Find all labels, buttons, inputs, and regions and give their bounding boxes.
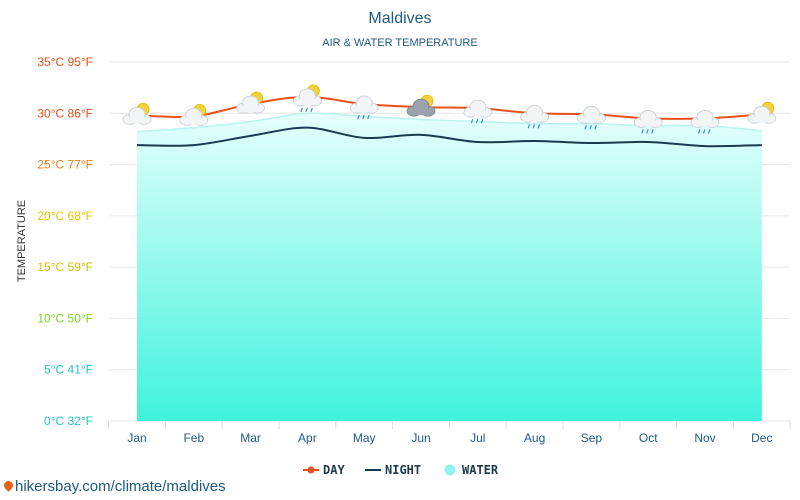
source-text: hikersbay.com/climate/maldives <box>15 478 226 495</box>
y-tick-label: 20°C 68°F <box>37 209 93 223</box>
x-tick-label: Feb <box>183 431 204 445</box>
rain-cloud-icon <box>690 110 720 134</box>
y-tick-label: 0°C 32°F <box>44 414 93 428</box>
legend-label: DAY <box>323 463 345 477</box>
y-axis-label: TEMPERATURE <box>16 200 28 282</box>
x-tick-label: Mar <box>240 431 261 445</box>
x-tick-label: Oct <box>639 431 658 445</box>
y-tick-label: 15°C 59°F <box>37 260 93 274</box>
legend-marker <box>307 466 315 474</box>
night-line <box>136 126 762 148</box>
legend-label: WATER <box>462 463 499 477</box>
sun-cloud-icon <box>179 103 209 126</box>
chart-subtitle: AIR & WATER TEMPERATURE <box>322 37 477 49</box>
sun-rain-cloud-icon <box>292 84 322 113</box>
rain-cloud-icon <box>349 95 379 120</box>
x-tick-label: Jun <box>411 431 430 445</box>
y-tick-label: 30°C 86°F <box>37 106 93 120</box>
day-line <box>136 95 762 120</box>
y-tick-label: 5°C 41°F <box>44 363 93 377</box>
x-tick-label: Sep <box>581 431 603 445</box>
source-link[interactable]: hikersbay.com/climate/maldives <box>2 478 226 495</box>
x-tick-label: Nov <box>694 431 715 445</box>
chart-title: Maldives <box>368 10 431 27</box>
rain-cloud-icon <box>520 104 549 129</box>
sun-cloud-icon <box>747 101 777 124</box>
x-tick-label: Jul <box>470 431 485 445</box>
rain-cloud-icon <box>463 99 493 124</box>
x-tick-label: May <box>353 431 376 445</box>
water-area <box>137 113 762 421</box>
legend-item-night[interactable]: NIGHT <box>365 463 421 477</box>
sun-cloud-icon <box>236 91 266 114</box>
rain-cloud-icon <box>577 105 606 130</box>
y-tick-label: 10°C 50°F <box>37 311 93 325</box>
x-tick-label: Aug <box>524 431 545 445</box>
x-tick-label: Jan <box>127 431 146 445</box>
legend: DAY NIGHT WATER <box>303 463 499 477</box>
rain-cloud-icon <box>633 110 663 134</box>
legend-swatch <box>444 464 456 476</box>
sun-cloud-icon <box>122 102 152 125</box>
legend-item-day[interactable]: DAY <box>303 463 345 477</box>
y-tick-label: 25°C 77°F <box>37 158 93 172</box>
x-tick-label: Dec <box>751 431 772 445</box>
sun-dark-cloud-icon <box>406 94 436 117</box>
x-tick-label: Apr <box>298 431 317 445</box>
legend-label: NIGHT <box>385 463 421 477</box>
y-tick-label: 35°C 95°F <box>37 55 93 69</box>
location-pin-icon <box>2 479 15 492</box>
legend-item-water[interactable]: WATER <box>444 463 499 477</box>
